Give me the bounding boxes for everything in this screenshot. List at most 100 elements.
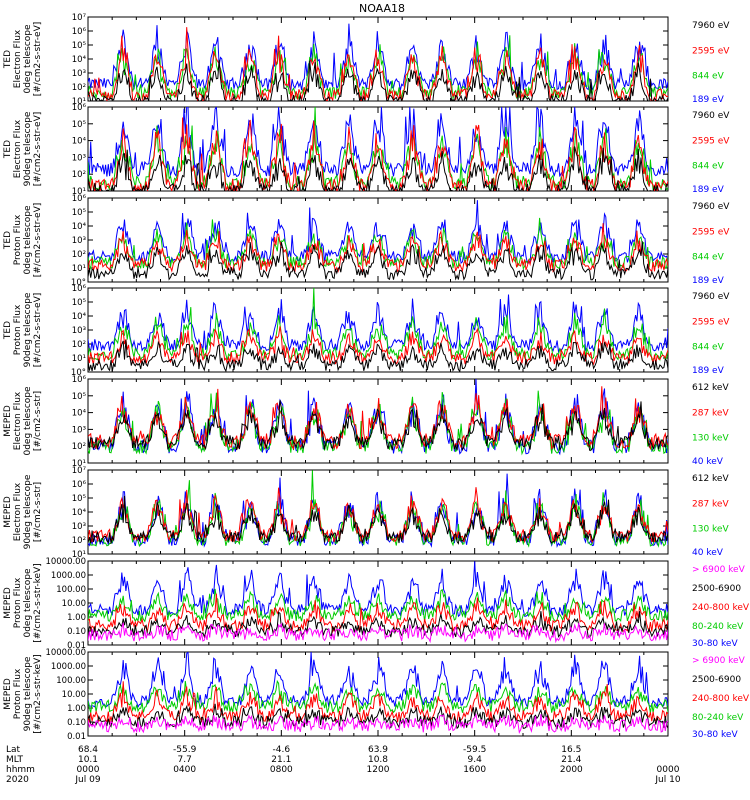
y-axis-label: TEDProton Flux0deg telescope[#/cm2-s-str… [3,203,43,278]
series-line [88,59,668,101]
panel-3: 10° 10¹ 10² 10³ 10⁴ 10⁵ 10⁶ TEDProton Flux0deg … [3,194,730,288]
y-tick-label: 10⁷ [72,13,87,23]
series-line [88,200,668,265]
y-axis-label-line: [#/cm2-s-str-keV] [33,563,43,642]
legend-entry: 287 keV [692,408,729,418]
y-tick-label: 10¹ [72,97,86,107]
legend-entry: 2500-6900 [692,675,741,685]
y-axis-label-line: 0deg telescope [23,24,33,94]
series-line [88,107,668,179]
panel-data [88,107,668,191]
x-column-value: -55.9 [173,745,197,755]
panel-data [88,23,668,101]
y-axis-label: TEDProton Flux90deg telescope[#/cm2-s-st… [3,292,43,367]
y-tick-label: 10.00 [62,690,86,700]
y-axis-label-line: MEPED [3,678,13,710]
y-axis-label-line: 0deg telescope [23,386,33,456]
legend-entry: 287 keV [692,499,729,509]
legend-entry: 189 eV [692,95,725,105]
legend-entry: 130 keV [692,434,729,444]
y-axis-label-line: Proton Flux [13,304,23,355]
y-axis-label-line: MEPED [3,496,13,528]
y-tick-label: 10⁶ [72,375,87,385]
y-axis-label-line: Electron Flux [13,119,23,178]
y-tick-label: 100.00 [56,676,86,686]
series-line [88,288,668,362]
series-line [88,679,668,715]
series-line [88,593,668,634]
legend-entry: > 6900 keV [692,565,746,575]
x-column-value: 10.1 [78,755,98,765]
y-tick-label: 10⁵ [72,41,86,51]
legend-entry: 40 keV [692,548,724,558]
panel-4: 10° 10¹ 10² 10³ 10⁴ 10⁵ 10⁶ TEDProton Flux90deg… [3,284,730,378]
x-column-value: 1200 [367,765,390,775]
legend-entry: 2595 eV [692,136,730,146]
series-line [88,652,668,709]
legend-entry: 7960 eV [692,111,730,121]
y-axis-label-line: [#/cm2-s-str-eV] [33,203,43,278]
legend-entry: 240-800 keV [692,694,750,704]
y-axis-label-line: Electron Flux [13,29,23,88]
panel-2: 10¹ 10² 10³ 10⁴ 10⁵ 10⁶ TEDElectron Flux90deg … [3,103,730,197]
y-axis-label-line: Electron Flux [13,482,23,541]
series-line [88,681,668,724]
x-column-value: -4.6 [273,745,291,755]
y-axis-label-line: MEPED [3,587,13,619]
y-axis-label-line: TED [3,140,13,159]
panel-data [88,561,668,644]
x-row-label: Lat [6,745,21,755]
y-tick-label: 10³ [72,326,86,336]
panel-1: 10¹ 10² 10³ 10⁴ 10⁵ 10⁶ 10⁷ TEDElectron Flux0de… [3,13,730,107]
x-column-value: 0000 [77,765,100,775]
y-tick-label: 10⁶ [72,27,87,37]
y-tick-label: 10⁴ [72,222,87,232]
y-tick-label: 10³ [72,236,86,246]
legend-entry: 7960 eV [692,21,730,31]
y-axis-label-line: TED [3,50,13,69]
series-line [88,146,668,191]
y-tick-label: 10³ [72,522,86,532]
y-tick-label: 10² [72,442,86,452]
x-row-label: hhmm [6,765,35,775]
y-tick-label: 10⁵ [72,298,86,308]
plot-title: NOAA18 [359,2,405,15]
legend-entry: 240-800 keV [692,603,750,613]
legend-entry: 844 eV [692,72,725,82]
y-axis-label: MEPEDElectron Flux0deg telescope[#/cm2-s… [3,386,43,456]
panel-data [88,652,668,735]
y-tick-label: 10⁷ [72,466,87,476]
y-tick-label: 10² [72,250,86,260]
legend-entry: 80-240 keV [692,622,744,632]
panel-7: 0.010.101.0010.00100.001000.0010000.00ME… [3,557,750,651]
legend-entry: 30-80 keV [692,730,738,740]
x-column-value: 10.8 [368,755,388,765]
series-line [88,487,668,544]
y-tick-label: 10° [71,368,86,378]
series-line [88,561,668,618]
y-tick-label: 10⁴ [72,312,87,322]
legend-entry: 612 keV [692,474,729,484]
panel-data [88,379,668,456]
legend-entry: 130 keV [692,525,729,535]
y-tick-label: 1.00 [67,613,86,623]
x-column-value: Jul 10 [654,775,680,785]
y-tick-label: 10¹ [72,354,86,364]
y-tick-label: 10⁶ [72,480,87,490]
panel-data [88,470,668,548]
y-axis-label-line: 0deg telescope [23,205,33,275]
y-axis-label: MEPEDProton Flux0deg telescope[#/cm2-s-s… [3,563,43,642]
y-axis-label-line: Proton Flux [13,577,23,628]
panel-data [88,200,668,281]
y-tick-label: 10¹ [72,550,86,560]
legend-entry: 80-240 keV [692,713,744,723]
series-line [88,703,668,730]
y-tick-label: 10⁵ [72,392,86,402]
legend-entry: 844 eV [692,343,725,353]
x-column-value: 63.9 [368,745,388,755]
panel-5: 10¹ 10² 10³ 10⁴ 10⁵ 10⁶ MEPEDElectron Flux0deg… [3,375,729,469]
y-axis-label-line: TED [3,321,13,340]
x-row-label: 2020 [6,775,29,785]
legend-entry: 612 keV [692,383,729,393]
